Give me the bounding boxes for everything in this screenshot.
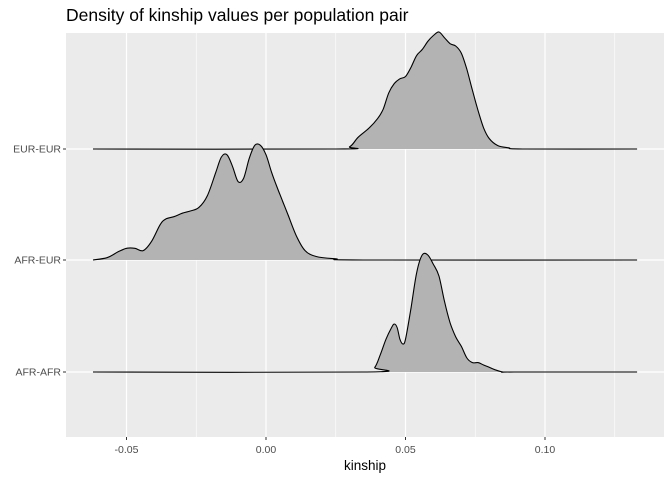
y-axis: AFR-AFR AFR-EUR EUR-EUR [13,144,66,379]
y-tick-label: EUR-EUR [13,144,61,156]
ridge-outline [92,252,638,373]
x-axis-title: kinship [344,458,386,473]
ridge-outline [92,143,638,261]
y-tick-label: AFR-EUR [14,255,61,267]
ridge-afr-eur [92,143,638,261]
x-tick-label: 0.00 [256,444,277,456]
ridge-eur-eur [92,31,638,150]
x-axis: -0.05 0.00 0.05 0.10 [115,437,556,456]
x-tick-label: -0.05 [115,444,139,456]
ridge-afr-afr [92,252,638,373]
ridge-fill [93,143,638,261]
density-ridges [92,31,638,373]
ridge-outline [92,31,638,150]
x-tick-label: 0.10 [535,444,556,456]
x-tick-label: 0.05 [395,444,416,456]
chart-title: Density of kinship values per population… [66,5,409,25]
y-tick-label: AFR-AFR [16,367,62,379]
